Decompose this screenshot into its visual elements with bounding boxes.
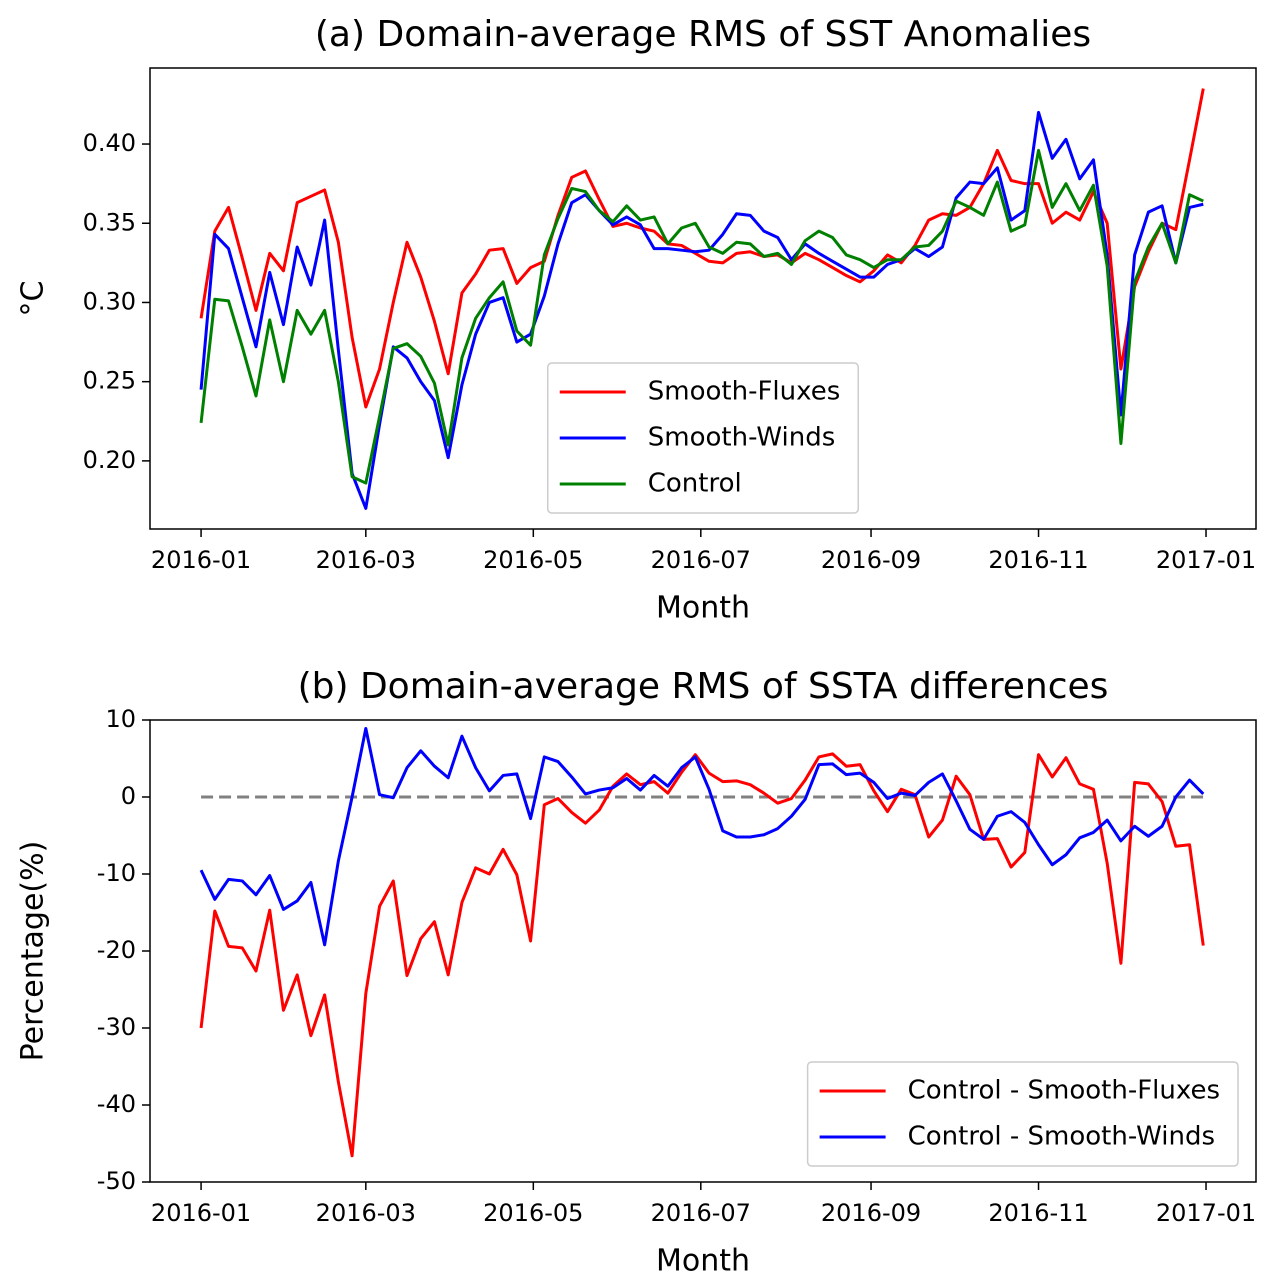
plot-area: [199, 88, 1205, 510]
x-tick-label: 2016-01: [151, 1199, 251, 1227]
y-tick-label: -50: [97, 1167, 136, 1195]
x-tick-label: 2016-01: [151, 546, 251, 574]
x-tick-label: 2016-05: [483, 546, 583, 574]
y-tick-label: 0.30: [83, 287, 136, 315]
legend-label: Smooth-Fluxes: [648, 377, 841, 407]
axes-frame: [149, 719, 1257, 1183]
legend-label: Control - Smooth-Fluxes: [908, 1076, 1220, 1106]
x-axis-label: Month: [656, 591, 750, 626]
legend-label: Control - Smooth-Winds: [908, 1122, 1215, 1152]
legend-frame: [547, 362, 859, 514]
x-tick-label: 2016-03: [316, 1199, 416, 1227]
x-tick-label: 2017-01: [1156, 546, 1256, 574]
x-axis-label: Month: [656, 1244, 750, 1279]
y-tick-label: -40: [97, 1090, 136, 1118]
y-tick-label: -20: [97, 936, 136, 964]
plot-area: [199, 726, 1205, 1158]
x-tick-label: 2016-09: [821, 546, 921, 574]
legend-frame: [806, 1061, 1239, 1167]
panel: (b) Domain-average RMS of SSTA differenc…: [16, 666, 1257, 1279]
y-tick-label: 0.35: [83, 208, 136, 236]
x-tick-label: 2016-03: [316, 546, 416, 574]
series-line: [199, 726, 1205, 947]
series-line: [199, 752, 1205, 1158]
y-tick-label: 0.20: [83, 446, 136, 474]
series-line: [199, 88, 1205, 409]
x-tick-label: 2016-07: [651, 546, 751, 574]
y-tick-label: 0.40: [83, 129, 136, 157]
y-tick-label: -10: [97, 859, 136, 887]
x-tick-label: 2016-11: [988, 1199, 1088, 1227]
legend: Smooth-Fluxes Smooth-Winds Control: [547, 362, 859, 514]
y-tick-label: 10: [105, 705, 136, 733]
axes-frame: [149, 67, 1257, 530]
legend-label: Smooth-Winds: [648, 423, 836, 453]
x-tick-label: 2016-11: [988, 546, 1088, 574]
series-line: [199, 110, 1204, 510]
y-tick-label: -30: [97, 1013, 136, 1041]
chart-title: (b) Domain-average RMS of SSTA differenc…: [298, 666, 1109, 707]
x-tick-label: 2016-07: [651, 1199, 751, 1227]
legend-label: Control: [648, 469, 742, 499]
panel: (a) Domain-average RMS of SST Anomalies M…: [16, 14, 1257, 626]
x-tick-label: 2017-01: [1156, 1199, 1256, 1227]
y-axis-label: °C: [16, 281, 51, 317]
y-axis-label: Percentage(%): [16, 841, 51, 1062]
y-tick-label: 0.25: [83, 367, 136, 395]
y-tick-label: 0: [121, 782, 136, 810]
x-tick-label: 2016-09: [821, 1199, 921, 1227]
series-line: [199, 148, 1204, 485]
legend: Control - Smooth-Fluxes Control - Smooth-…: [806, 1061, 1239, 1167]
x-tick-label: 2016-05: [483, 1199, 583, 1227]
chart-title: (a) Domain-average RMS of SST Anomalies: [315, 14, 1091, 55]
